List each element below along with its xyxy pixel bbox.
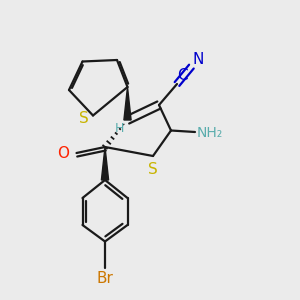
Polygon shape [101,147,109,180]
Text: Br: Br [97,271,113,286]
Polygon shape [124,87,131,120]
Text: S: S [79,111,89,126]
Text: N: N [192,52,203,68]
Text: NH₂: NH₂ [196,126,223,140]
Text: O: O [58,146,70,161]
Text: S: S [148,162,158,177]
Text: C: C [178,68,188,83]
Text: H: H [115,122,124,134]
